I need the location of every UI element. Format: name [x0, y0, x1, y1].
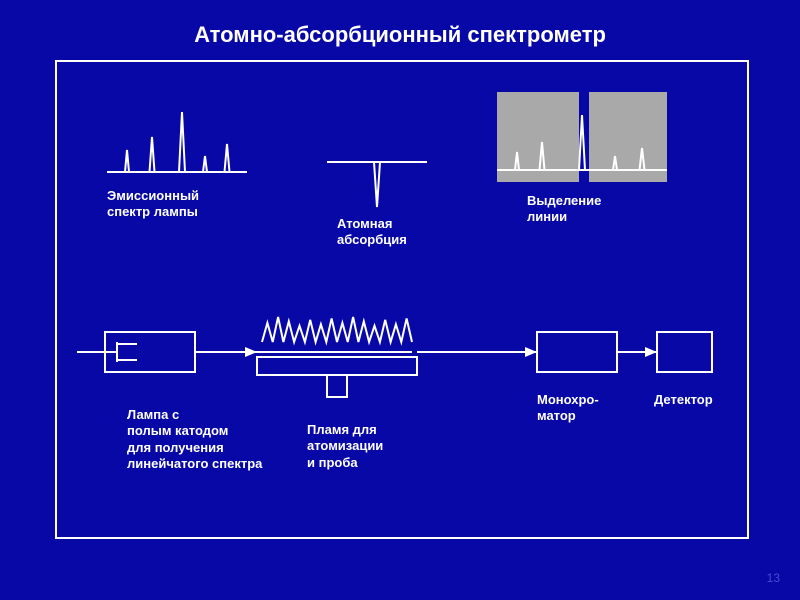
schematic-row: Лампа сполым катодомдля получениялинейча…: [57, 302, 747, 512]
flame-label: Пламя дляатомизациии проба: [307, 422, 383, 471]
absorption-spectrum-icon: [327, 92, 437, 222]
line-selection-icon: [497, 92, 677, 187]
page-number: 13: [767, 571, 780, 585]
line-selection-block: Выделениелинии: [497, 92, 677, 226]
spectra-row: Эмиссионныйспектр лампы Атомнаяабсорбция…: [57, 92, 747, 232]
emission-spectrum-block: Эмиссионныйспектр лампы: [107, 92, 257, 221]
emission-spectrum-label: Эмиссионныйспектр лампы: [107, 188, 257, 221]
page-title: Атомно-абсорбционный спектрометр: [0, 22, 800, 48]
monochromator-label: Монохро-матор: [537, 392, 599, 425]
diagram-frame: Эмиссионныйспектр лампы Атомнаяабсорбция…: [55, 60, 749, 539]
absorption-spectrum-label: Атомнаяабсорбция: [337, 216, 437, 249]
lamp-label: Лампа сполым катодомдля получениялинейча…: [127, 407, 262, 472]
detector-label: Детектор: [654, 392, 713, 408]
absorption-spectrum-block: Атомнаяабсорбция: [327, 92, 437, 249]
emission-spectrum-icon: [107, 92, 257, 182]
line-selection-label: Выделениелинии: [527, 193, 677, 226]
